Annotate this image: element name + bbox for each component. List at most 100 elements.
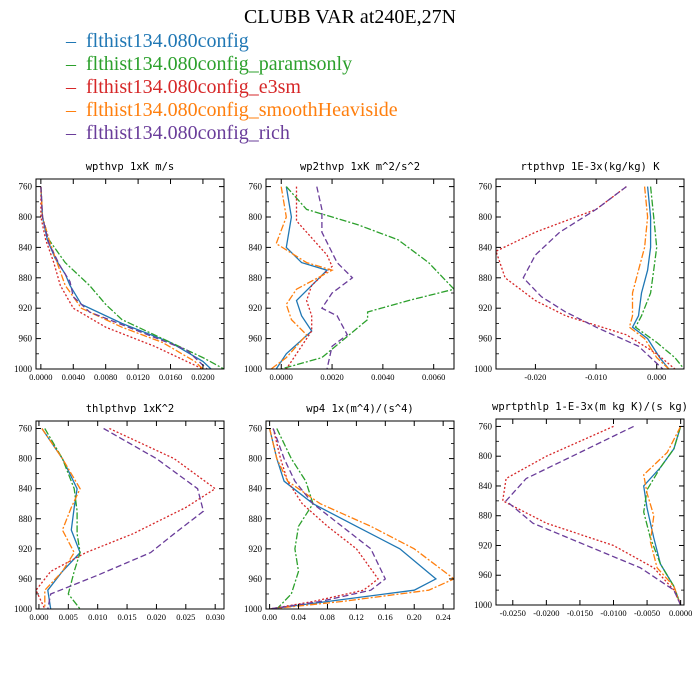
legend-label: flthist134.080config_e3sm: [86, 76, 301, 98]
x-tick-label: -0.010: [585, 372, 607, 382]
legend-label: flthist134.080config_rich: [86, 122, 290, 144]
legend-entry: – flthist134.080config_rich: [66, 122, 398, 145]
plot-frame: [495, 178, 685, 370]
series-group: [36, 427, 217, 609]
plot-frame: [495, 418, 685, 606]
x-tick-label: 0.0120: [126, 372, 149, 382]
legend: – flthist134.080config – flthist134.080con…: [66, 30, 398, 145]
y-tick-label: 840: [249, 484, 263, 494]
plot-frame: [265, 178, 455, 370]
panel-title: wprtpthlp 1-E-3x(m kg K)/(s kg): [492, 401, 688, 413]
x-tick-label: 0.16: [378, 612, 393, 622]
y-tick-label: 1000: [474, 600, 493, 610]
plot-frame: [35, 178, 225, 370]
x-tick-label: -0.0050: [634, 608, 660, 618]
y-tick-label: 960: [19, 574, 33, 584]
series-line: [40, 186, 204, 369]
series-line: [270, 186, 334, 369]
series-line: [643, 426, 682, 605]
x-tick-label: -0.0100: [600, 608, 626, 618]
legend-swatch: –: [66, 53, 76, 75]
y-tick-label: 1000: [244, 604, 263, 614]
y-tick-label: 800: [479, 212, 493, 222]
series-group: [270, 186, 454, 369]
series-line: [47, 427, 205, 609]
y-tick-label: 880: [479, 273, 493, 283]
series-group: [501, 425, 682, 605]
series-line: [522, 186, 664, 369]
y-tick-label: 760: [479, 421, 493, 431]
series-line: [281, 186, 454, 369]
panel-4: thlpthvp 1xK^276080084088092096010000.00…: [14, 403, 225, 622]
legend-swatch: –: [66, 122, 76, 144]
x-tick-label: -0.0200: [533, 608, 559, 618]
panel-title: wpthvp 1xK m/s: [86, 161, 175, 173]
y-tick-label: 960: [479, 570, 493, 580]
x-tick-label: 0.0020: [320, 372, 343, 382]
series-line: [631, 186, 670, 369]
series-line: [40, 186, 208, 369]
y-tick-label: 800: [249, 212, 263, 222]
legend-swatch: –: [66, 30, 76, 52]
series-line: [268, 428, 438, 609]
series-line: [505, 425, 682, 605]
panel-title: wp2thvp 1xK m^2/s^2: [300, 161, 420, 173]
legend-entry: – flthist134.080config_smoothHeaviside: [66, 99, 398, 122]
y-tick-label: 880: [19, 273, 33, 283]
y-tick-label: 920: [479, 303, 493, 313]
y-tick-label: 800: [479, 451, 493, 461]
plot-frame: [265, 420, 455, 610]
y-tick-label: 960: [479, 334, 493, 344]
panel-3: rtpthvp 1E-3x(kg/kg) K 760 800 840 880 920 960…: [474, 161, 685, 382]
y-tick-label: 880: [479, 511, 493, 521]
y-tick-label: 1000: [14, 604, 33, 614]
series-group: [268, 428, 454, 609]
y-tick-label: 760: [249, 182, 263, 192]
series-line: [44, 428, 81, 609]
y-tick-label: 1000: [14, 364, 33, 374]
x-tick-label: 0.000: [29, 612, 48, 622]
y-tick-label: 920: [249, 544, 263, 554]
x-tick-label: 0.005: [59, 612, 78, 622]
series-line: [628, 186, 670, 369]
series-line: [40, 186, 212, 369]
series-line: [41, 428, 81, 609]
x-tick-label: 0.12: [349, 612, 364, 622]
x-tick-label: 0.0040: [62, 372, 85, 382]
panel-2: wp2thvp 1xK m^2/s^2 760 800 840 880 920 960 100…: [244, 161, 455, 382]
page-title: CLUBB VAR at240E,27N: [243, 6, 457, 28]
series-line: [36, 427, 217, 609]
series-line: [501, 425, 682, 605]
y-tick-label: 920: [479, 540, 493, 550]
x-tick-label: 0.020: [147, 612, 166, 622]
x-tick-label: 0.0000: [669, 608, 692, 618]
x-tick-label: -0.0250: [500, 608, 526, 618]
x-tick-label: 0.0160: [159, 372, 182, 382]
x-tick-label: 0.025: [176, 612, 195, 622]
series-line: [269, 428, 379, 609]
x-tick-label: 0.0060: [422, 372, 445, 382]
panel-1: wpthvp 1xK m/s76080084088092096010000.00…: [14, 161, 225, 382]
legend-swatch: –: [66, 99, 76, 121]
x-tick-label: 0.24: [436, 612, 452, 622]
y-tick-label: 760: [19, 424, 33, 434]
y-tick-label: 920: [19, 303, 33, 313]
y-tick-label: 840: [19, 484, 33, 494]
legend-label: flthist134.080config_paramsonly: [86, 53, 353, 75]
y-tick-label: 880: [249, 273, 263, 283]
x-tick-label: 0.20: [407, 612, 422, 622]
y-tick-label: 960: [249, 334, 263, 344]
y-tick-label: 960: [19, 334, 33, 344]
x-tick-label: -0.020: [524, 372, 546, 382]
x-tick-label: 0.030: [206, 612, 225, 622]
y-tick-label: 840: [479, 481, 493, 491]
y-tick-label: 760: [249, 424, 263, 434]
x-tick-label: 0.000: [647, 372, 666, 382]
y-tick-label: 1000: [244, 364, 263, 374]
x-tick-label: 0.015: [118, 612, 137, 622]
panel-6: wprtpthlp 1-E-3x(m kg K)/(s kg) 760 800 840…: [474, 401, 692, 618]
plot-frame: [35, 420, 225, 610]
y-tick-label: 1000: [474, 364, 493, 374]
series-line: [634, 186, 684, 369]
